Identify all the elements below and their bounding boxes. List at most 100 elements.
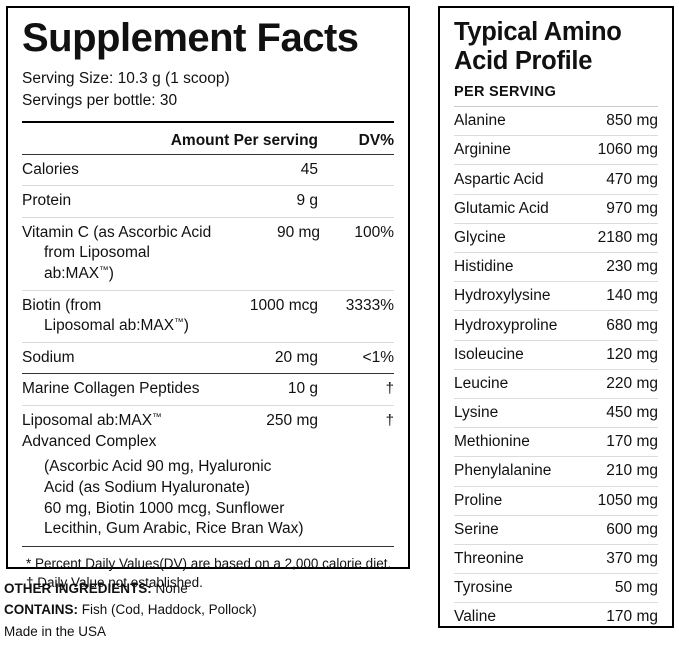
amino-acid-value: 1050 mg <box>597 491 658 509</box>
nutrient-name-line2: Liposomal ab:MAX™) <box>44 317 189 335</box>
nutrient-amount: 20 mg <box>274 348 318 366</box>
nutrient-dv: † <box>385 412 394 430</box>
table-row: Sodium 20 mg <1% <box>22 343 394 374</box>
amino-acid-value: 210 mg <box>606 462 658 480</box>
amino-acid-list: Alanine 850 mg Arginine 1060 mg Aspartic A… <box>454 106 658 631</box>
contains-value: Fish (Cod, Haddock, Pollock) <box>81 602 257 618</box>
table-row: Vitamin C (as Ascorbic Acid from Liposom… <box>22 218 394 290</box>
nutrient-name: Biotin (from Liposomal ab:MAX™) <box>22 296 220 337</box>
trademark-symbol: ™ <box>152 412 162 424</box>
footnote-daily-value: * Percent Daily Values(DV) are based on … <box>26 555 392 571</box>
list-item: Tyrosine 50 mg <box>454 573 658 602</box>
amino-acid-name: Threonine <box>454 550 524 567</box>
nutrient-name: Calories <box>22 160 79 178</box>
list-item: Hydroxyproline 680 mg <box>454 310 658 339</box>
contains-label: CONTAINS: <box>4 602 78 618</box>
row-divider <box>22 216 394 218</box>
complex-ingredient-line: Acid (as Sodium Hyaluronate) <box>44 478 250 496</box>
row-divider <box>22 185 394 187</box>
servings-per-bottle-text: Servings per bottle: 30 <box>22 91 178 109</box>
nutrient-dv: <1% <box>362 348 394 366</box>
complex-ingredient-line: 60 mg, Biotin 1000 mcg, Sunflower <box>44 499 285 517</box>
amino-acid-name: Leucine <box>454 374 509 392</box>
amino-profile-subtitle: PER SERVING <box>454 84 557 101</box>
amino-acid-value: 470 mg <box>606 170 658 188</box>
amino-profile-title-line2: Acid Profile <box>454 46 593 75</box>
amino-acid-name: Lysine <box>454 404 499 422</box>
divider-under-column-header <box>22 153 394 155</box>
row-divider <box>22 341 394 343</box>
list-item: Leucine 220 mg <box>454 368 658 398</box>
list-item: Phenylalanine 210 mg <box>454 456 658 485</box>
nutrient-dv: 3333% <box>345 296 394 314</box>
column-header-amount: Amount Per serving <box>170 131 318 149</box>
nutrient-amount: 9 g <box>296 192 318 210</box>
list-item: Serine 600 mg <box>454 514 658 544</box>
amino-acid-name: Valine <box>454 608 496 626</box>
amino-profile-title-line1: Typical Amino <box>454 18 622 46</box>
complex-ingredient-line: (Ascorbic Acid 90 mg, Hyaluronic <box>44 458 272 476</box>
amino-acid-value: 230 mg <box>606 258 658 276</box>
amino-acid-value: 600 mg <box>606 520 658 538</box>
list-item: Methionine 170 mg <box>454 427 658 456</box>
nutrition-column-header: Amount Per serving DV% <box>22 129 394 154</box>
label-extra-info: OTHER INGREDIENTS: None CONTAINS: Fish (… <box>4 578 424 642</box>
divider-above-footnotes <box>22 545 394 547</box>
amino-acid-name: Methionine <box>454 433 530 451</box>
table-row-complex: Liposomal ab:MAX™ Advanced Complex 250 m… <box>22 406 394 457</box>
trademark-symbol: ™ <box>174 317 184 329</box>
nutrient-amount: 45 <box>300 160 318 178</box>
nutrient-name-line1: Vitamin C (as Ascorbic Acid <box>22 223 212 241</box>
amino-acid-name: Aspartic Acid <box>454 170 544 188</box>
amino-acid-value: 170 mg <box>606 433 658 451</box>
amino-acid-name: Glutamic Acid <box>454 199 549 217</box>
nutrient-name: Marine Collagen Peptides <box>22 380 200 398</box>
nutrient-amount: 10 g <box>287 380 318 398</box>
nutrient-name: Vitamin C (as Ascorbic Acid from Liposom… <box>22 223 225 285</box>
trademark-symbol: ™ <box>99 265 109 277</box>
amino-acid-profile-panel: Typical Amino Acid Profile PER SERVING A… <box>438 6 674 628</box>
supplement-facts-title: Supplement Facts <box>22 16 359 60</box>
amino-acid-name: Arginine <box>454 141 511 159</box>
list-item: Hydroxylysine 140 mg <box>454 281 658 310</box>
row-divider <box>22 289 394 291</box>
amino-acid-name: Phenylalanine <box>454 462 552 480</box>
supplement-facts-panel: Supplement Facts Serving Size: 10.3 g (1… <box>6 6 410 590</box>
table-row: Calories 45 <box>22 155 394 186</box>
amino-acid-name: Alanine <box>454 112 506 130</box>
nutrient-amount: 250 mg <box>266 412 318 430</box>
list-item: Lysine 450 mg <box>454 397 658 427</box>
nutrient-name: Protein <box>22 192 72 210</box>
complex-ingredient-list: (Ascorbic Acid 90 mg, Hyaluronic Acid (a… <box>22 457 394 545</box>
list-item: Arginine 1060 mg <box>454 135 658 164</box>
amino-acid-value: 370 mg <box>606 550 658 567</box>
divider-above-collagen <box>22 373 394 375</box>
amino-acid-value: 140 mg <box>606 287 658 305</box>
list-item: Glycine 2180 mg <box>454 222 658 252</box>
divider-under-serving-info <box>22 120 394 123</box>
complex-name-line1: Liposomal ab:MAX™ <box>22 412 162 430</box>
list-item: Aspartic Acid 470 mg <box>454 164 658 193</box>
nutrient-name-line1: Biotin (from <box>22 296 102 314</box>
amino-acid-value: 850 mg <box>606 112 658 130</box>
table-row: Protein 9 g <box>22 186 394 217</box>
amino-acid-value: 170 mg <box>606 608 658 626</box>
amino-acid-value: 970 mg <box>606 199 658 217</box>
complex-ingredient-line: Lecithin, Gum Arabic, Rice Bran Wax) <box>44 520 304 538</box>
nutrient-name-line2: from Liposomal ab:MAX™) <box>44 244 150 283</box>
amino-acid-name: Hydroxylysine <box>454 287 551 305</box>
contains-line: CONTAINS: Fish (Cod, Haddock, Pollock) <box>4 599 424 620</box>
amino-acid-value: 2180 mg <box>597 228 658 246</box>
nutrient-dv: 100% <box>354 223 394 241</box>
origin-text: Made in the USA <box>4 623 107 639</box>
amino-acid-name: Proline <box>454 491 503 509</box>
amino-acid-name: Tyrosine <box>454 579 513 597</box>
table-row: Biotin (from Liposomal ab:MAX™) 1000 mcg… <box>22 291 394 342</box>
other-ingredients-value: None <box>155 581 188 596</box>
list-item: Threonine 370 mg <box>454 543 658 573</box>
table-row: Marine Collagen Peptides 10 g † <box>22 374 394 405</box>
amino-acid-value: 220 mg <box>606 374 658 392</box>
other-ingredients-line: OTHER INGREDIENTS: None <box>4 578 424 599</box>
column-header-dv: DV% <box>358 131 394 149</box>
amino-acid-name: Histidine <box>454 258 514 276</box>
